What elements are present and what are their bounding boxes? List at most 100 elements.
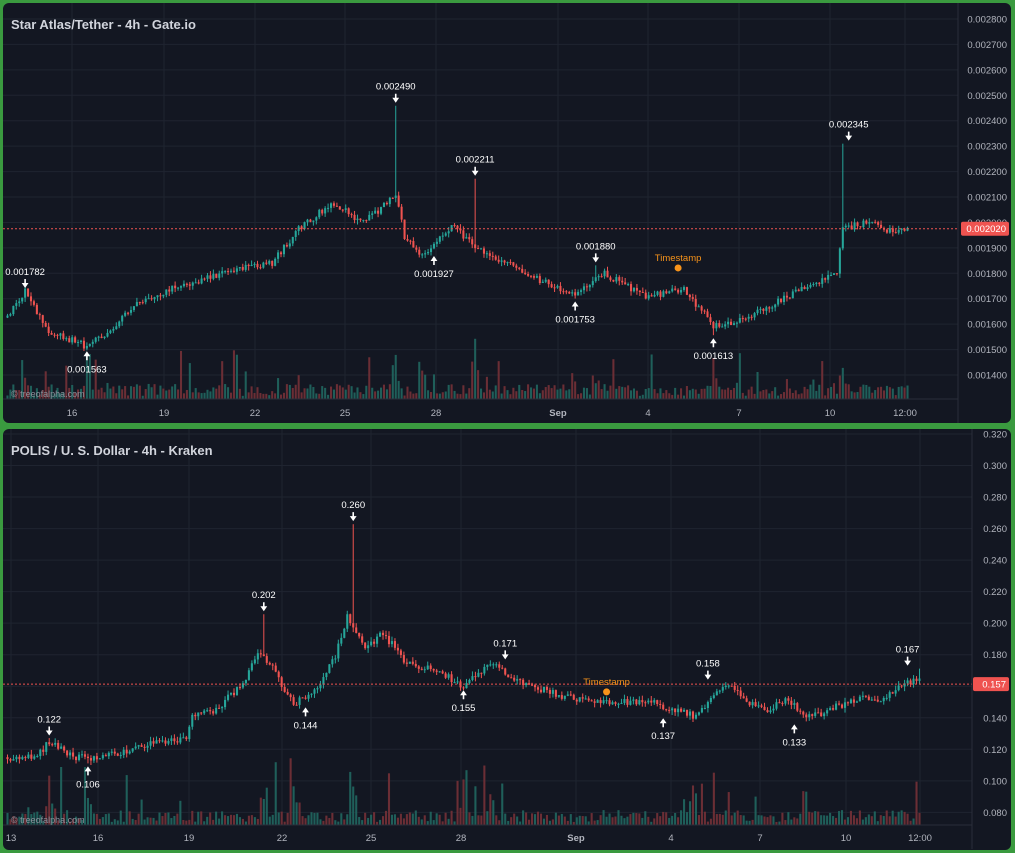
volume-bar	[406, 386, 409, 399]
candle-body	[12, 759, 15, 761]
candle-body	[68, 338, 71, 343]
volume-bar	[247, 815, 250, 825]
y-tick-label: 0.100	[983, 776, 1007, 787]
annotation-arrow	[845, 131, 853, 141]
candle-body	[488, 253, 491, 256]
candle-body	[615, 277, 618, 282]
volume-bar	[882, 390, 886, 399]
volume-bar	[306, 388, 309, 399]
candle-body	[837, 703, 841, 705]
volume-bar	[459, 807, 462, 825]
candle-body	[429, 665, 432, 669]
volume-bar	[674, 813, 677, 825]
volume-bar	[462, 385, 465, 399]
volume-bar	[753, 393, 756, 399]
volume-bar	[334, 820, 337, 825]
candle-body	[295, 704, 298, 706]
volume-bar	[158, 812, 161, 825]
candle-body	[542, 686, 546, 693]
annotation-label: 0.001753	[555, 315, 595, 326]
candle-body	[153, 297, 156, 300]
candle-body	[802, 711, 805, 715]
candle-body	[74, 337, 77, 343]
watermark: © treeofalpha.com	[11, 389, 85, 399]
candle-body	[221, 271, 224, 274]
volume-bar	[403, 395, 406, 399]
volume-bar	[143, 819, 146, 825]
candle-body	[313, 689, 316, 694]
candle-body	[491, 255, 494, 257]
annotation-arrow	[471, 166, 479, 176]
volume-bar	[553, 385, 556, 399]
candle-body	[581, 697, 584, 699]
annotation-label: 0.001613	[694, 351, 734, 362]
candle-body	[608, 700, 611, 705]
candle-body	[182, 283, 185, 287]
volume-bar	[88, 354, 91, 399]
candle-body	[265, 262, 268, 264]
candle-body	[861, 695, 864, 697]
volume-bar	[614, 816, 617, 825]
candle-body	[903, 683, 906, 687]
volume-bar	[115, 393, 118, 399]
volume-bar	[89, 804, 92, 825]
volume-bar	[765, 389, 768, 399]
volume-bar	[57, 820, 60, 825]
volume-bar	[703, 388, 706, 399]
volume-bar	[647, 388, 650, 399]
volume-bar	[638, 395, 641, 399]
volume-bar	[147, 383, 150, 399]
star-atlas-chart[interactable]: 0.002800 0.002700 0.002600 0.002500 0.002400…	[3, 3, 1011, 423]
volume-bar	[797, 394, 800, 399]
candle-body	[578, 697, 581, 702]
candle-body	[653, 294, 656, 297]
candle-body	[450, 225, 453, 232]
volume-bar	[91, 389, 94, 399]
volume-bar	[429, 392, 433, 399]
candle-body	[741, 318, 744, 320]
candle-body	[319, 684, 322, 689]
volume-bar	[709, 386, 712, 399]
volume-bar	[253, 817, 256, 825]
current-price-badge	[961, 221, 1009, 236]
volume-bar	[582, 387, 586, 399]
volume-bar	[244, 821, 247, 825]
candle-body	[268, 260, 271, 264]
candle-body	[134, 746, 137, 749]
candle-body	[871, 221, 874, 223]
candle-body	[379, 207, 383, 214]
volume-bar	[547, 385, 550, 399]
volume-bar	[162, 388, 165, 399]
candle-body	[778, 702, 781, 704]
volume-bar	[465, 393, 468, 399]
volume-bar	[283, 821, 286, 825]
volume-bar	[760, 815, 763, 825]
y-tick-label: 0.200	[983, 619, 1007, 630]
volume-bar	[394, 354, 397, 399]
volume-bar	[441, 392, 444, 399]
candle-body	[382, 202, 385, 208]
volume-bar	[362, 394, 365, 399]
volume-bar	[572, 821, 575, 825]
candle-body	[218, 707, 221, 709]
candle-body	[509, 262, 512, 264]
volume-bar	[155, 820, 158, 825]
volume-bar	[802, 791, 805, 825]
candle-body	[441, 671, 444, 674]
volume-bar	[551, 819, 554, 825]
volume-bar	[879, 815, 882, 825]
candle-body	[545, 686, 548, 690]
candle-body	[590, 700, 593, 702]
chart-title: Star Atlas/Tether - 4h - Gate.io	[11, 17, 196, 32]
volume-bar	[566, 820, 569, 825]
polis-chart[interactable]: 0.320 0.300 0.280 0.260 0.240 0.220 0.200 0.180…	[3, 429, 1011, 850]
volume-bar	[232, 815, 236, 825]
candle-body	[817, 712, 820, 714]
candle-body	[371, 213, 374, 215]
candle-body	[835, 273, 838, 275]
candle-body	[888, 228, 891, 233]
candle-body	[429, 248, 433, 253]
annotation-label: 0.001927	[414, 269, 454, 280]
volume-bar	[715, 814, 718, 825]
volume-bar	[835, 817, 838, 825]
